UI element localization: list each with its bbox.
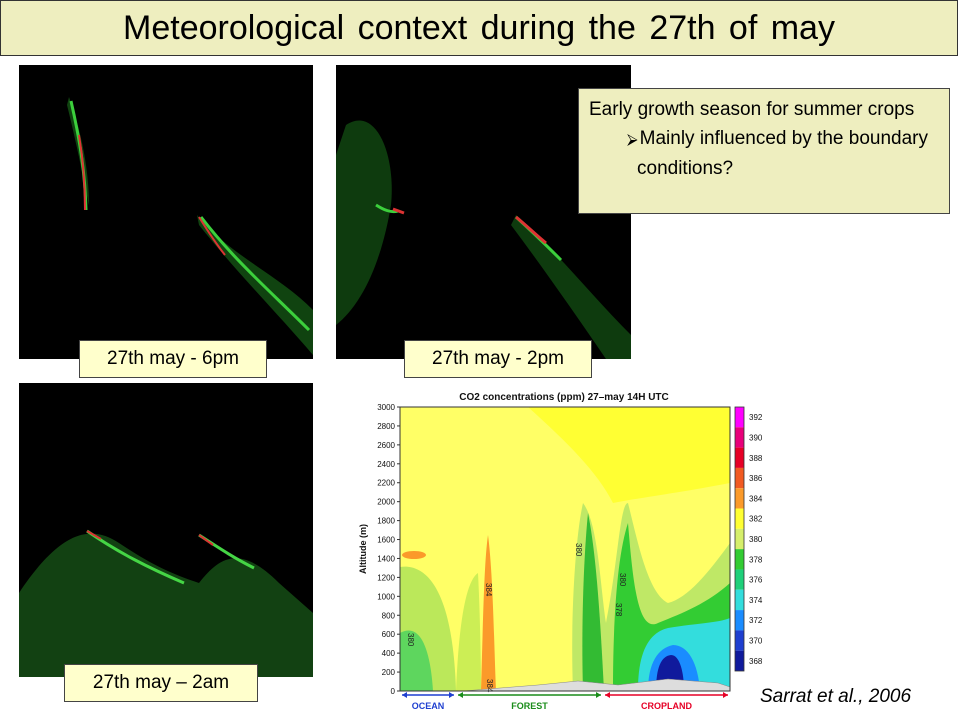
y-tick-label: 800	[382, 611, 396, 620]
colorbar-swatch	[735, 488, 744, 509]
y-tick-label: 1400	[377, 554, 395, 563]
chart-title: CO2 concentrations (ppm) 27–may 14H UTC	[459, 392, 669, 403]
colorbar-swatch	[735, 427, 744, 448]
fire-front	[392, 207, 547, 245]
contour-label: 384	[485, 679, 494, 693]
colorbar-label: 376	[749, 576, 763, 585]
colorbar-label: 378	[749, 555, 763, 564]
y-axis-label: Altitude (m)	[358, 524, 368, 574]
colorbar-swatch	[735, 569, 744, 590]
y-tick-label: 0	[391, 687, 396, 696]
satellite-image-2am	[19, 383, 313, 677]
plume-shape	[67, 97, 313, 355]
arrow-right-icon: ⮚	[627, 131, 638, 148]
contour-label: 378	[614, 603, 623, 617]
y-tick-label: 2600	[377, 441, 395, 450]
note-line: Early growth season for summer crops	[589, 99, 915, 120]
y-tick-label: 2000	[377, 498, 395, 507]
colorbar-label: 374	[749, 596, 763, 605]
label-2pm: 27th may - 2pm	[404, 340, 592, 378]
region-arrowhead	[723, 692, 728, 698]
y-tick-label: 2800	[377, 422, 395, 431]
region-label: CROPLAND	[641, 701, 692, 711]
colorbar-swatch	[735, 549, 744, 570]
slide-title: Meteorological context during the 27th o…	[0, 0, 958, 56]
region-arrowhead	[402, 692, 407, 698]
colorbar-swatch	[735, 447, 744, 468]
y-tick-label: 200	[382, 668, 396, 677]
y-tick-label: 600	[382, 630, 396, 639]
citation: Sarrat et al., 2006	[760, 686, 912, 707]
satellite-image-6pm	[19, 65, 313, 359]
contour-label: 380	[618, 573, 627, 587]
colorbar-label: 372	[749, 616, 763, 625]
plume-shape	[336, 120, 631, 359]
region-arrowhead	[449, 692, 454, 698]
colorbar-swatch	[735, 528, 744, 550]
colorbar-label: 370	[749, 637, 763, 646]
co2-chart: CO2 concentrations (ppm) 27–may 14H UTC …	[338, 383, 794, 720]
y-tick-label: 1000	[377, 592, 395, 601]
region-label: FOREST	[511, 701, 548, 711]
note-bullet: ⮚ Mainly influenced by the boundary condi…	[589, 124, 939, 183]
colorbar-label: 384	[749, 494, 763, 503]
colorbar-label: 392	[749, 413, 763, 422]
y-tick-label: 1200	[377, 573, 395, 582]
region-label: OCEAN	[412, 701, 445, 711]
colorbar-swatch	[735, 508, 744, 529]
colorbar-swatch	[735, 610, 744, 631]
label-6pm: 27th may - 6pm	[79, 340, 267, 378]
note-bullet-text: Mainly influenced by the boundary condit…	[637, 128, 929, 179]
plume-core	[69, 100, 311, 332]
y-tick-label: 2200	[377, 479, 395, 488]
colorbar-swatch	[735, 407, 744, 428]
y-tick-label: 1800	[377, 517, 395, 526]
label-2am: 27th may – 2am	[64, 664, 258, 702]
plume-shape	[19, 533, 313, 677]
y-tick-label: 3000	[377, 403, 395, 412]
chart-field	[400, 407, 731, 692]
observation-note: Early growth season for summer crops ⮚ Ma…	[578, 88, 950, 214]
contour-label: 384	[484, 583, 493, 597]
contour-label: 380	[406, 633, 415, 647]
y-tick-label: 400	[382, 649, 396, 658]
region-arrowhead	[605, 692, 610, 698]
y-tick-label: 1600	[377, 536, 395, 545]
colorbar-label: 388	[749, 454, 763, 463]
colorbar-swatch	[735, 630, 744, 651]
region-arrowhead	[458, 692, 463, 698]
colorbar-label: 386	[749, 474, 763, 483]
y-tick-label: 2400	[377, 460, 395, 469]
fire-front	[86, 530, 214, 546]
colorbar-swatch	[735, 467, 744, 489]
colorbar-label: 368	[749, 657, 763, 666]
colorbar-label: 380	[749, 535, 763, 544]
region-arrowhead	[596, 692, 601, 698]
contour-label: 380	[574, 543, 583, 557]
colorbar-label: 390	[749, 433, 763, 442]
colorbar-frame	[734, 406, 745, 672]
colorbar-swatch	[735, 589, 744, 611]
fire-front	[78, 134, 226, 256]
colorbar-swatch	[735, 650, 744, 671]
colorbar-label: 382	[749, 515, 763, 524]
